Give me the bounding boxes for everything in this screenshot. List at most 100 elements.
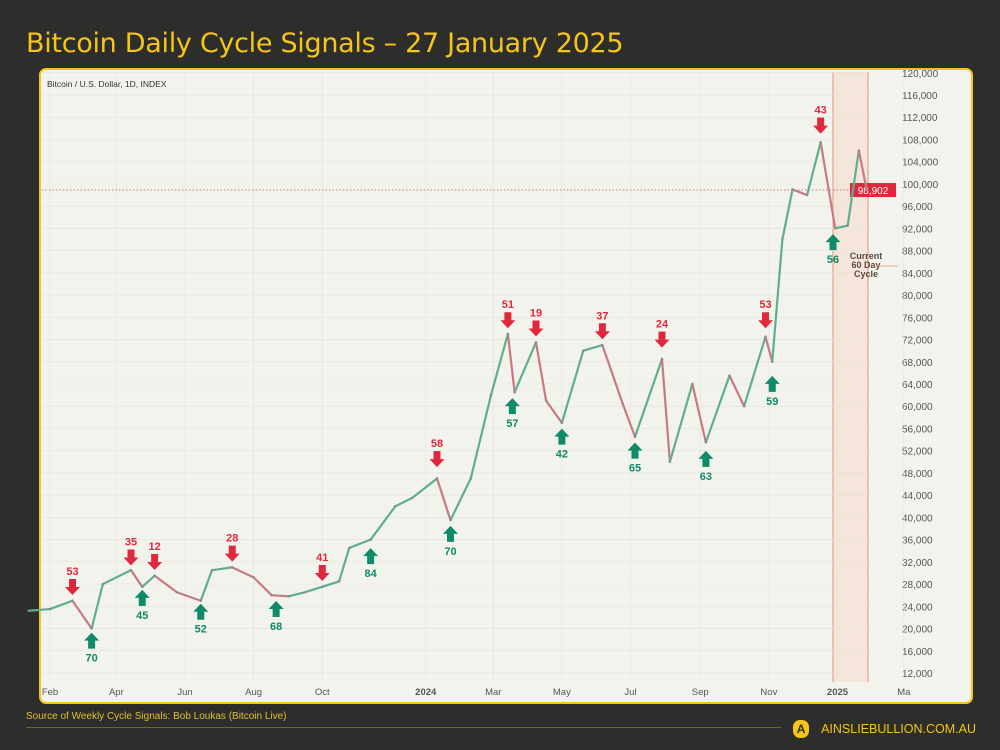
price-point bbox=[210, 568, 214, 572]
price-point bbox=[560, 421, 564, 425]
buy-signal-label: 68 bbox=[270, 621, 282, 633]
x-tick-label: Nov bbox=[760, 687, 777, 698]
price-segment bbox=[834, 224, 849, 230]
price-point bbox=[153, 574, 156, 577]
price-segment bbox=[449, 477, 472, 522]
price-point bbox=[141, 585, 144, 589]
x-tick-label: Mar bbox=[485, 687, 501, 698]
y-tick-label: 76,000 bbox=[902, 313, 933, 324]
price-segment bbox=[435, 477, 452, 522]
price-segment bbox=[791, 188, 809, 197]
buy-signal-label: 63 bbox=[700, 471, 712, 483]
price-segment bbox=[48, 599, 74, 611]
sell-signal-label: 41 bbox=[316, 552, 328, 564]
price-segment bbox=[101, 569, 133, 586]
price-point bbox=[704, 441, 708, 444]
buy-signal-arrow-icon bbox=[698, 450, 714, 467]
price-segment bbox=[287, 591, 306, 598]
price-point bbox=[691, 382, 694, 386]
y-tick-label: 100,000 bbox=[902, 180, 939, 191]
sell-signal-arrow-icon bbox=[500, 312, 516, 329]
cycle-shade bbox=[833, 72, 868, 682]
sell-signal-label: 35 bbox=[125, 536, 137, 548]
price-point bbox=[819, 141, 822, 144]
brand-url[interactable]: AINSLIEBULLION.COM.AU bbox=[821, 722, 976, 736]
price-point bbox=[337, 580, 341, 583]
x-tick-label: 2025 bbox=[827, 687, 849, 698]
symbol-label: Bitcoin / U.S. Dollar, 1D, INDEX bbox=[47, 79, 167, 89]
buy-signal-label: 84 bbox=[365, 568, 378, 580]
price-segment bbox=[369, 505, 397, 541]
price-segment bbox=[141, 574, 156, 588]
price-segment bbox=[176, 591, 202, 602]
x-tick-label: Sep bbox=[692, 687, 709, 698]
sell-signal-label: 37 bbox=[596, 310, 608, 322]
price-segment bbox=[506, 332, 516, 394]
price-point bbox=[621, 402, 624, 405]
y-tick-label: 112,000 bbox=[902, 113, 938, 124]
price-segment bbox=[771, 238, 784, 363]
sell-signal-label: 53 bbox=[66, 566, 78, 578]
sell-signal-arrow-icon bbox=[654, 331, 670, 348]
price-point bbox=[411, 496, 414, 500]
y-tick-label: 36,000 bbox=[902, 536, 933, 547]
price-point bbox=[544, 399, 548, 402]
price-segment bbox=[469, 394, 493, 480]
y-tick-label: 80,000 bbox=[902, 291, 933, 302]
sell-signal-arrow-icon bbox=[528, 320, 544, 337]
price-point bbox=[633, 435, 637, 438]
x-tick-label: Feb bbox=[42, 687, 58, 698]
price-point bbox=[369, 538, 372, 541]
y-tick-label: 44,000 bbox=[902, 491, 933, 502]
price-point bbox=[846, 224, 849, 227]
price-segment bbox=[621, 402, 637, 438]
price-segment bbox=[764, 335, 774, 363]
price-segment bbox=[199, 569, 214, 602]
y-tick-label: 48,000 bbox=[902, 469, 933, 480]
price-segment bbox=[691, 382, 707, 444]
y-tick-label: 72,000 bbox=[902, 336, 933, 347]
y-tick-label: 32,000 bbox=[902, 558, 933, 569]
price-segment bbox=[819, 141, 837, 230]
price-point bbox=[728, 374, 731, 377]
price-point bbox=[321, 585, 324, 589]
buy-signal-arrow-icon bbox=[363, 548, 379, 565]
price-segment bbox=[668, 382, 694, 463]
y-tick-label: 68,000 bbox=[902, 358, 933, 369]
y-tick-label: 108,000 bbox=[902, 135, 939, 146]
sell-signal-arrow-icon bbox=[147, 553, 163, 570]
price-point bbox=[129, 568, 133, 572]
price-point bbox=[764, 335, 767, 338]
y-tick-label: 64,000 bbox=[902, 380, 933, 391]
price-segment bbox=[582, 343, 604, 352]
y-tick-label: 16,000 bbox=[902, 647, 933, 658]
price-segment bbox=[71, 599, 93, 630]
price-segment bbox=[560, 349, 585, 424]
price-segment bbox=[129, 569, 144, 588]
sell-signal-arrow-icon bbox=[594, 323, 610, 340]
price-segment bbox=[728, 374, 746, 408]
price-point bbox=[435, 477, 439, 480]
sell-signal-label: 24 bbox=[656, 319, 669, 331]
price-point bbox=[781, 238, 784, 241]
price-point bbox=[489, 393, 493, 397]
sell-signal-arrow-icon bbox=[314, 565, 330, 582]
sell-signal-label: 19 bbox=[530, 308, 542, 320]
price-point bbox=[270, 593, 273, 597]
y-tick-label: 28,000 bbox=[902, 580, 933, 591]
buy-signal-arrow-icon bbox=[627, 442, 643, 459]
price-segment bbox=[489, 332, 509, 397]
sell-signal-arrow-icon bbox=[65, 578, 80, 595]
sell-signal-label: 51 bbox=[502, 299, 514, 311]
sell-signal-arrow-icon bbox=[758, 312, 773, 329]
buy-signal-label: 70 bbox=[444, 546, 456, 558]
y-tick-label: 120,000 bbox=[902, 69, 939, 80]
x-tick-label: May bbox=[553, 687, 571, 698]
price-point bbox=[199, 599, 202, 602]
price-point bbox=[394, 505, 397, 508]
price-point bbox=[27, 609, 30, 612]
price-point bbox=[469, 477, 472, 480]
price-point bbox=[303, 591, 306, 594]
sell-signal-arrow-icon bbox=[429, 451, 445, 468]
price-point bbox=[90, 627, 93, 630]
